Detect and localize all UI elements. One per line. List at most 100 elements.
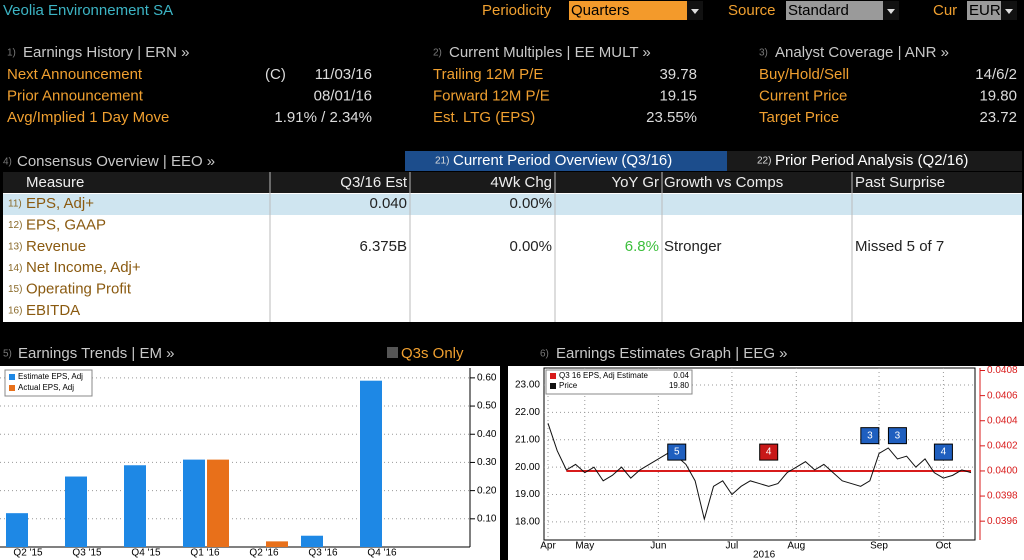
measure: EBITDA xyxy=(26,302,80,319)
panel-title[interactable]: Consensus Overview | EEO » xyxy=(17,153,215,170)
row-flag: (C) xyxy=(265,66,286,83)
dropdown-value[interactable]: Quarters xyxy=(571,2,629,19)
marker-label: 4 xyxy=(941,447,947,458)
legend-label: Price xyxy=(559,381,578,390)
panel-num: 1) xyxy=(7,48,16,59)
cell: 6.375B xyxy=(359,238,407,255)
cell: 0.040 xyxy=(369,195,407,212)
panel-num: 6) xyxy=(540,349,549,360)
row-label: Trailing 12M P/E xyxy=(433,66,543,83)
dropdown[interactable] xyxy=(786,1,899,20)
year-label: 2016 xyxy=(753,550,776,560)
column-header: 4Wk Chg xyxy=(490,174,552,191)
dropdown[interactable] xyxy=(569,1,703,20)
arrow-icon xyxy=(887,9,895,14)
row-label: Est. LTG (EPS) xyxy=(433,109,535,126)
cell: 0.00% xyxy=(509,238,552,255)
row-label: Avg/Implied 1 Day Move xyxy=(7,109,169,126)
revision-marker xyxy=(759,443,779,461)
y-tick-label: 0.10 xyxy=(477,513,497,524)
x-tick-label: Apr xyxy=(540,541,556,552)
measure: Revenue xyxy=(26,238,86,255)
row-value: 39.78 xyxy=(659,66,697,83)
row-value: 23.55% xyxy=(646,109,697,126)
row-num: 12) xyxy=(8,220,22,231)
legend-swatch xyxy=(550,373,556,379)
panel-title[interactable]: Earnings Trends | EM » xyxy=(18,345,174,362)
measure: EPS, GAAP xyxy=(26,216,106,233)
marker-label: 5 xyxy=(674,447,680,458)
legend-swatch xyxy=(550,383,556,389)
row-value: 08/01/16 xyxy=(314,87,372,104)
row-value: 23.72 xyxy=(979,109,1017,126)
x-tick-label: Q1 '16 xyxy=(190,548,220,559)
x-tick-label: Jun xyxy=(650,541,666,552)
y2-tick-label: 0.0408 xyxy=(987,365,1018,376)
tab-label[interactable]: Current Period Overview (Q3/16) xyxy=(453,152,672,169)
y-tick-label: 0.20 xyxy=(477,485,497,496)
x-tick-label: Q2 '15 xyxy=(13,548,43,559)
plot-frame xyxy=(543,367,976,541)
table-header xyxy=(3,172,1022,193)
y-tick-label: 21.00 xyxy=(515,434,540,445)
y-tick-label: 18.00 xyxy=(515,517,540,528)
legend-label: Actual EPS, Adj xyxy=(18,383,74,392)
row-label: Prior Announcement xyxy=(7,87,144,104)
checkbox[interactable] xyxy=(387,347,398,358)
y-tick-label: 22.00 xyxy=(515,407,540,418)
measure: Net Income, Adj+ xyxy=(26,259,141,276)
revision-marker xyxy=(860,427,880,445)
row-value: 1.91% / 2.34% xyxy=(274,109,372,126)
marker-label: 3 xyxy=(895,430,901,441)
field-label: Cur xyxy=(933,2,957,19)
tab-label[interactable]: Prior Period Analysis (Q2/16) xyxy=(775,152,968,169)
column-header: YoY Gr xyxy=(611,174,659,191)
row-num: 13) xyxy=(8,241,22,252)
row-label: Buy/Hold/Sell xyxy=(759,66,849,83)
line-series xyxy=(547,423,972,522)
y-tick-label: 0.30 xyxy=(477,457,497,468)
column-header: Past Surprise xyxy=(855,174,945,191)
bar xyxy=(65,476,87,547)
row-num: 14) xyxy=(8,263,22,274)
x-tick-label: Q3 '15 xyxy=(72,548,102,559)
toggle-label[interactable]: Q3s Only xyxy=(401,345,464,362)
bar xyxy=(360,380,382,547)
chart-bg xyxy=(508,366,1024,560)
x-tick-label: Aug xyxy=(787,541,805,552)
y-tick-label: 0.50 xyxy=(477,401,497,412)
panel-num: 2) xyxy=(433,48,442,59)
tab[interactable] xyxy=(727,151,1022,171)
panel-num: 4) xyxy=(3,157,12,168)
panel-title[interactable]: Earnings History | ERN » xyxy=(23,44,189,61)
panel-title[interactable]: Current Multiples | EE MULT » xyxy=(449,44,651,61)
legend-swatch xyxy=(9,385,15,391)
arrow-icon xyxy=(1005,9,1013,14)
tab[interactable] xyxy=(405,151,727,171)
x-tick-label: Q2 '16 xyxy=(249,548,279,559)
y-tick-label: 20.00 xyxy=(515,462,540,473)
cell: Missed 5 of 7 xyxy=(855,238,944,255)
cell: Stronger xyxy=(664,238,722,255)
row-label: Target Price xyxy=(759,109,839,126)
legend-label: Estimate EPS, Adj xyxy=(18,372,83,381)
x-tick-label: Oct xyxy=(936,541,952,552)
column-header: Growth vs Comps xyxy=(664,174,783,191)
y2-tick-label: 0.0402 xyxy=(987,440,1018,451)
bar xyxy=(266,541,288,547)
legend-box xyxy=(545,369,693,395)
panel-title[interactable]: Earnings Estimates Graph | EEG » xyxy=(556,345,788,362)
y2-tick-label: 0.0396 xyxy=(987,516,1018,527)
x-tick-label: Q4 '15 xyxy=(131,548,161,559)
dropdown-value[interactable]: EUR xyxy=(969,2,1001,19)
x-tick-label: Q3 '16 xyxy=(308,548,338,559)
tab-num: 22) xyxy=(757,156,771,167)
dropdown-value[interactable]: Standard xyxy=(788,2,849,19)
row-num: 16) xyxy=(8,306,22,317)
panel-title[interactable]: Analyst Coverage | ANR » xyxy=(775,44,949,61)
bar xyxy=(6,513,28,547)
panel-num: 3) xyxy=(759,48,768,59)
legend-value: 19.80 xyxy=(669,381,690,390)
